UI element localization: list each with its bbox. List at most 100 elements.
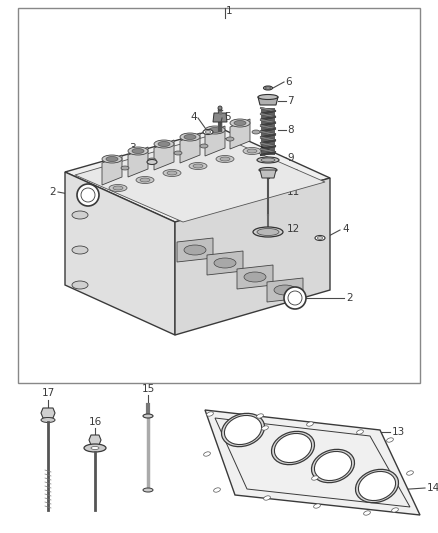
Polygon shape	[154, 140, 174, 170]
Text: 12: 12	[287, 224, 300, 234]
Ellipse shape	[128, 147, 148, 155]
Ellipse shape	[220, 157, 230, 161]
Polygon shape	[177, 238, 213, 262]
Ellipse shape	[121, 166, 129, 170]
Text: 11: 11	[287, 187, 300, 197]
Ellipse shape	[167, 171, 177, 175]
Ellipse shape	[356, 470, 399, 503]
Ellipse shape	[314, 451, 352, 481]
Ellipse shape	[244, 272, 266, 282]
Polygon shape	[75, 134, 325, 222]
Text: 15: 15	[141, 384, 155, 394]
Ellipse shape	[247, 149, 257, 153]
Polygon shape	[261, 108, 275, 155]
Ellipse shape	[109, 184, 127, 191]
Ellipse shape	[102, 155, 122, 163]
Polygon shape	[102, 155, 122, 185]
Ellipse shape	[272, 431, 314, 465]
Ellipse shape	[158, 141, 170, 147]
Text: 5: 5	[224, 112, 231, 122]
Ellipse shape	[214, 488, 220, 492]
Ellipse shape	[265, 87, 271, 89]
Polygon shape	[128, 147, 148, 177]
Ellipse shape	[72, 281, 88, 289]
Polygon shape	[207, 251, 243, 275]
Ellipse shape	[243, 148, 261, 155]
Text: 6: 6	[285, 77, 292, 87]
Text: 4: 4	[342, 224, 349, 234]
Ellipse shape	[184, 245, 206, 255]
Polygon shape	[205, 410, 420, 515]
Ellipse shape	[113, 186, 123, 190]
Ellipse shape	[226, 137, 234, 141]
Ellipse shape	[200, 144, 208, 148]
Polygon shape	[213, 113, 227, 122]
Ellipse shape	[222, 413, 265, 447]
Ellipse shape	[72, 211, 88, 219]
Ellipse shape	[288, 291, 302, 305]
Polygon shape	[180, 133, 200, 163]
Text: 1: 1	[226, 6, 233, 16]
Ellipse shape	[143, 414, 153, 418]
Ellipse shape	[275, 433, 311, 463]
Ellipse shape	[184, 134, 196, 140]
Ellipse shape	[224, 415, 261, 445]
Ellipse shape	[81, 188, 95, 202]
Ellipse shape	[154, 140, 174, 148]
Ellipse shape	[252, 130, 260, 134]
Ellipse shape	[234, 120, 246, 125]
Text: 8: 8	[287, 125, 293, 135]
Ellipse shape	[406, 471, 413, 475]
Polygon shape	[260, 170, 276, 178]
Ellipse shape	[41, 417, 55, 423]
Ellipse shape	[91, 447, 99, 449]
Ellipse shape	[258, 94, 278, 100]
Ellipse shape	[180, 133, 200, 141]
Ellipse shape	[264, 496, 270, 500]
Ellipse shape	[106, 157, 118, 161]
Polygon shape	[89, 435, 101, 445]
Ellipse shape	[193, 164, 203, 168]
Text: 2: 2	[49, 187, 56, 197]
Ellipse shape	[214, 258, 236, 268]
Ellipse shape	[274, 285, 296, 295]
Text: 4: 4	[191, 112, 197, 122]
Ellipse shape	[189, 163, 207, 169]
Ellipse shape	[357, 430, 364, 434]
Ellipse shape	[140, 178, 150, 182]
Text: 17: 17	[41, 388, 55, 398]
Polygon shape	[237, 265, 273, 289]
Text: 10: 10	[287, 169, 300, 179]
Ellipse shape	[77, 184, 99, 206]
Ellipse shape	[84, 444, 106, 452]
Ellipse shape	[311, 449, 354, 483]
Ellipse shape	[259, 167, 277, 173]
Ellipse shape	[174, 151, 182, 155]
Ellipse shape	[207, 412, 213, 416]
Ellipse shape	[205, 126, 225, 134]
Polygon shape	[205, 126, 225, 156]
Ellipse shape	[318, 237, 322, 239]
Text: 2: 2	[346, 293, 353, 303]
Ellipse shape	[132, 149, 144, 154]
Ellipse shape	[257, 414, 263, 418]
Ellipse shape	[204, 452, 210, 456]
Ellipse shape	[136, 176, 154, 183]
Ellipse shape	[364, 511, 371, 515]
Ellipse shape	[261, 426, 268, 430]
Text: 7: 7	[287, 96, 293, 106]
Ellipse shape	[147, 159, 157, 165]
Ellipse shape	[284, 287, 306, 309]
Ellipse shape	[143, 488, 153, 492]
Ellipse shape	[315, 236, 325, 240]
Ellipse shape	[253, 227, 283, 237]
Ellipse shape	[307, 422, 313, 426]
Text: 3: 3	[129, 143, 136, 153]
Polygon shape	[41, 408, 55, 418]
Polygon shape	[65, 128, 330, 222]
Polygon shape	[267, 278, 303, 302]
Ellipse shape	[230, 119, 250, 127]
Ellipse shape	[209, 127, 221, 133]
Polygon shape	[258, 97, 278, 105]
Ellipse shape	[205, 131, 211, 133]
